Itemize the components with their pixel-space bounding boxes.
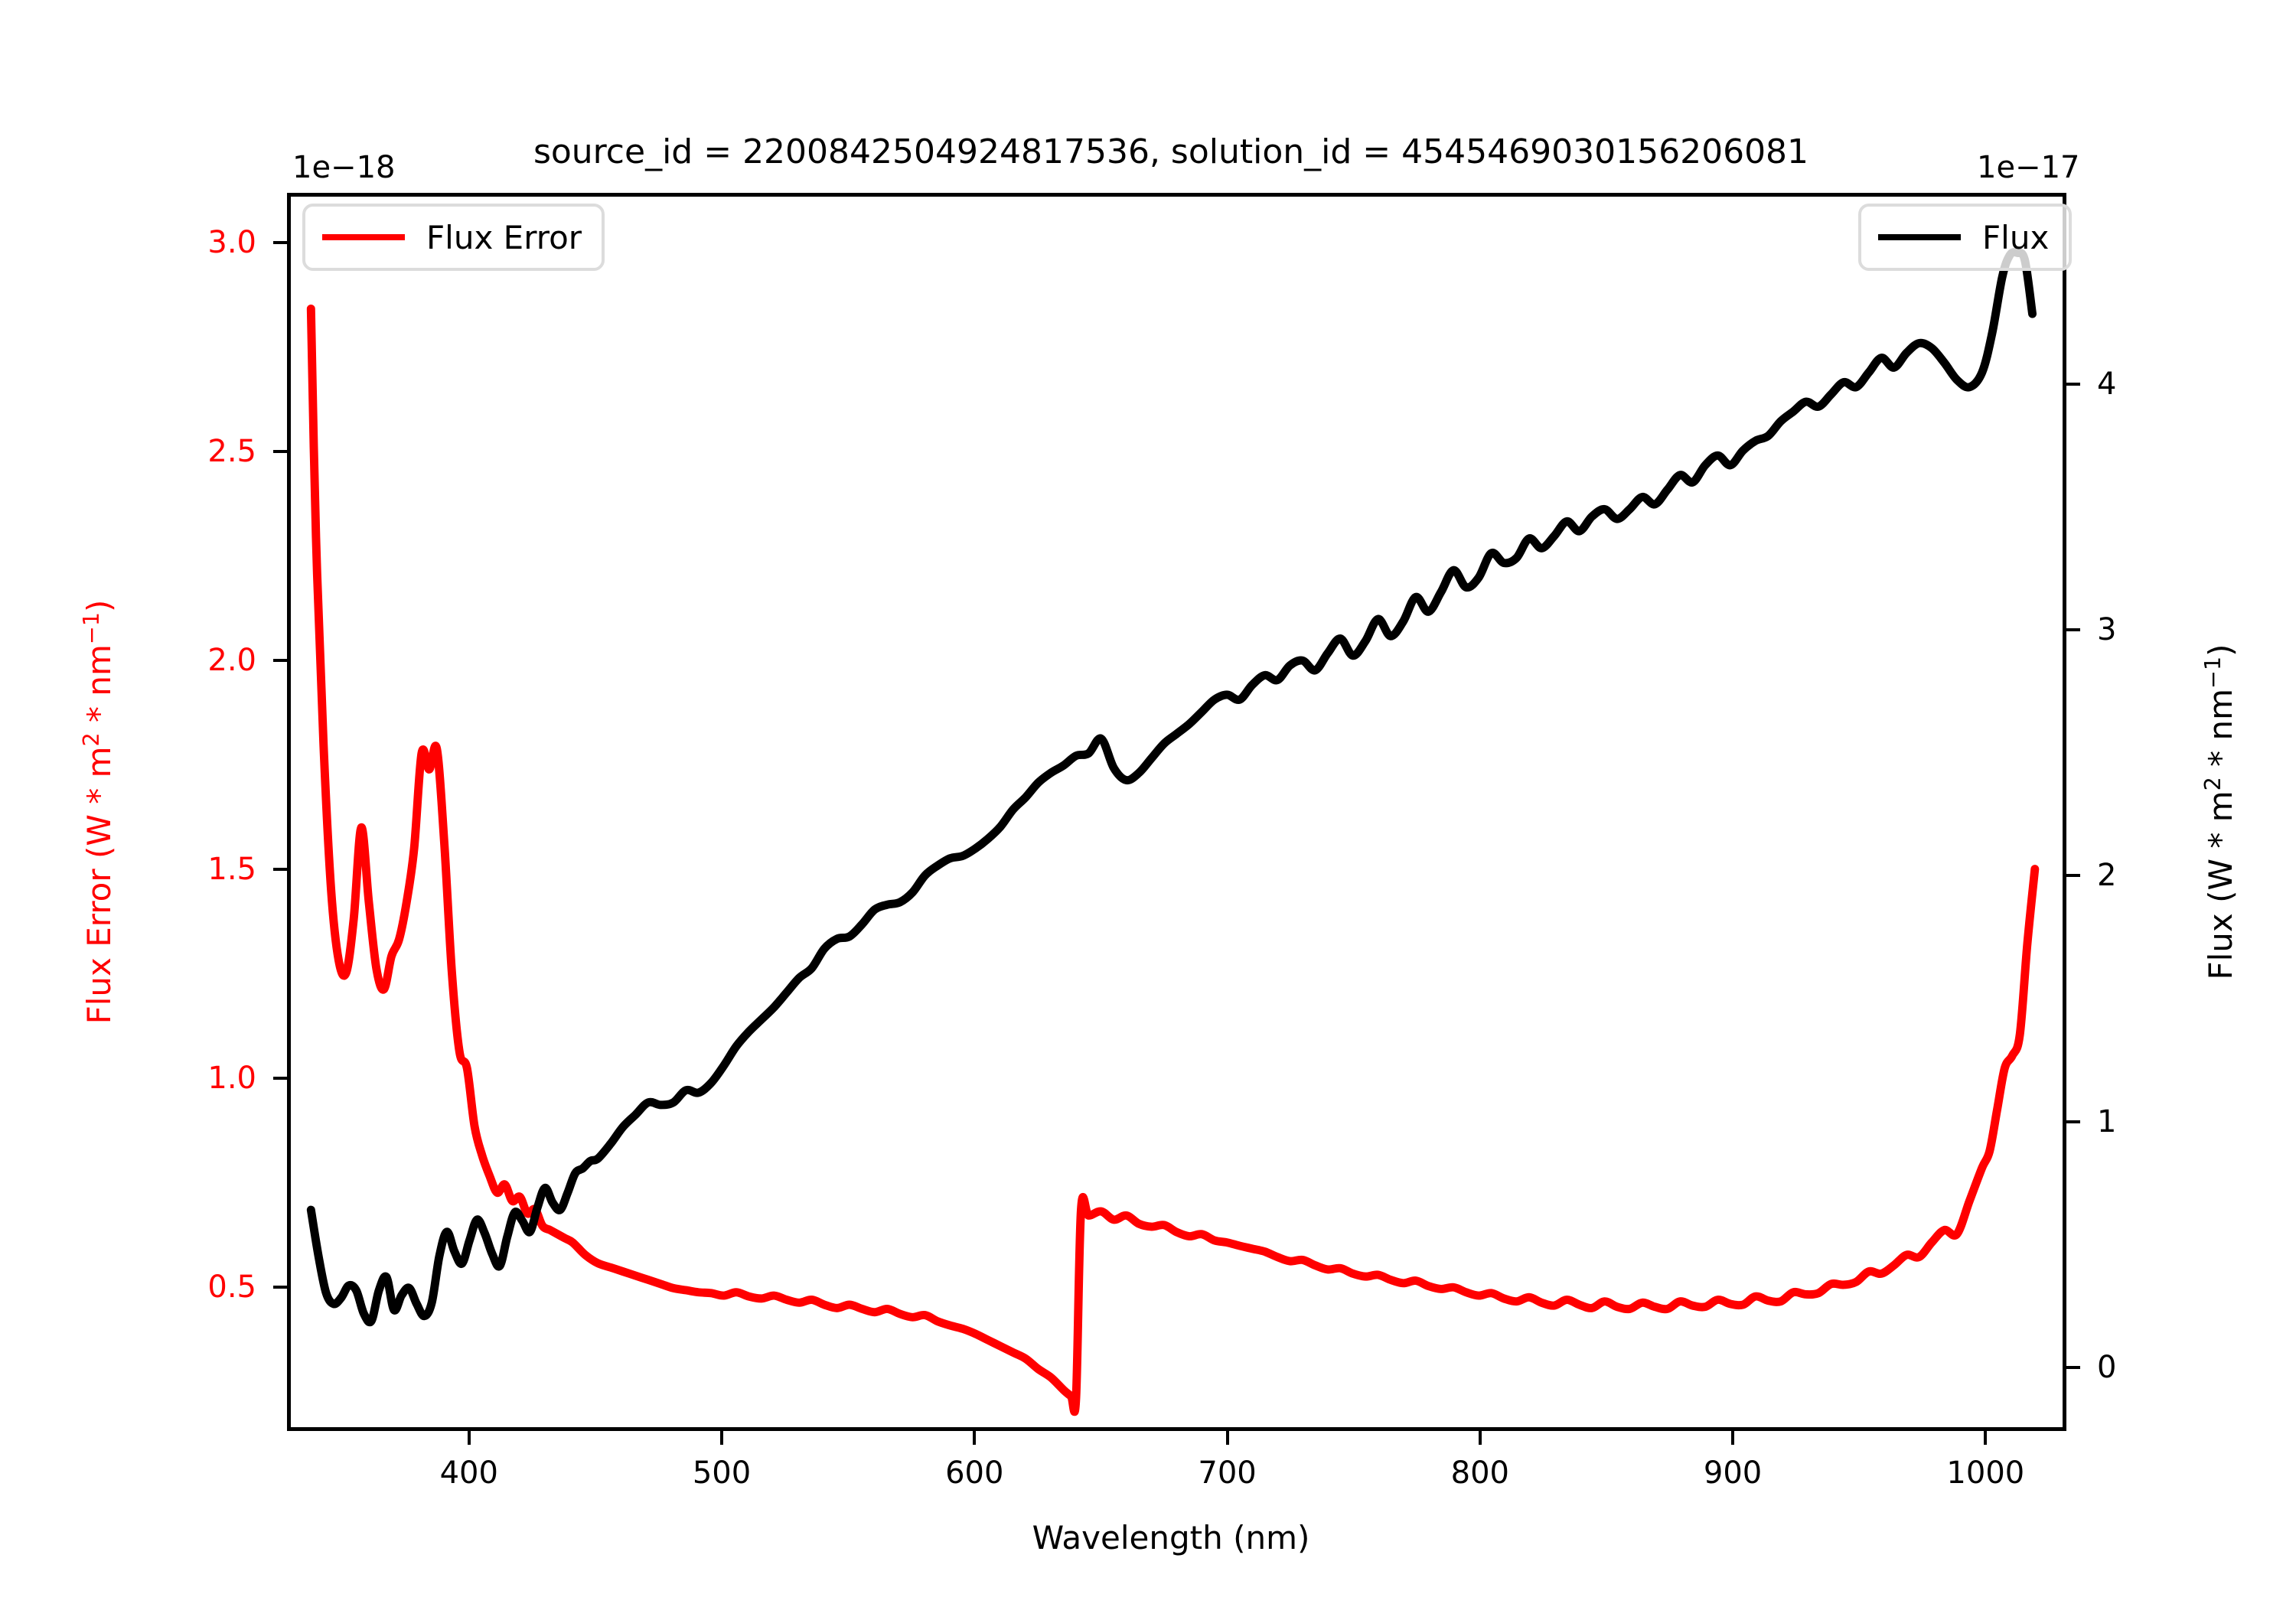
x-tick-label: 800	[1450, 1455, 1509, 1491]
left-y-tick-mark	[273, 1076, 287, 1080]
left-y-tick-label: 2.0	[207, 643, 256, 679]
left-y-tick-mark	[273, 450, 287, 454]
left-y-axis-label-sup2: −1	[78, 611, 104, 645]
right-y-axis-label-mid: * nm	[2202, 688, 2239, 777]
right-y-tick-label: 4	[2097, 367, 2117, 403]
right-y-axis-label-suffix: )	[2202, 644, 2239, 657]
x-axis-label: Wavelength (nm)	[1032, 1519, 1310, 1556]
legend-label-flux-error: Flux Error	[426, 218, 582, 256]
left-y-tick-label: 0.5	[207, 1269, 256, 1305]
left-y-axis-label-prefix: Flux Error (W * m	[80, 746, 118, 1025]
right-y-tick-label: 2	[2097, 858, 2117, 894]
right-y-axis-label-sup1: 2	[2200, 777, 2226, 791]
left-y-tick-mark	[273, 868, 287, 872]
left-y-tick-label: 1.5	[207, 852, 256, 888]
left-y-tick-label: 3.0	[207, 225, 256, 261]
left-axis-offset-label: 1e−18	[292, 150, 396, 185]
right-y-tick-mark	[2066, 1365, 2080, 1369]
x-tick-label: 500	[692, 1455, 752, 1491]
legend-line-icon-flux-error	[322, 234, 405, 240]
x-tick-mark	[1731, 1431, 1735, 1445]
left-y-tick-label: 1.0	[207, 1060, 256, 1096]
right-y-tick-label: 0	[2097, 1349, 2117, 1385]
x-tick-label: 900	[1703, 1455, 1763, 1491]
x-tick-mark	[1225, 1431, 1229, 1445]
right-y-tick-mark	[2066, 874, 2080, 878]
x-tick-mark	[720, 1431, 724, 1445]
right-y-axis-label-prefix: Flux (W * m	[2202, 790, 2239, 980]
left-y-axis-label-sup1: 2	[78, 732, 104, 747]
x-tick-mark	[1478, 1431, 1482, 1445]
right-y-tick-mark	[2066, 628, 2080, 632]
page-title: source_id = 2200842504924817536, solutio…	[533, 132, 1809, 171]
right-axis-offset-label: 1e−17	[1977, 150, 2080, 185]
right-y-tick-mark	[2066, 383, 2080, 386]
x-tick-mark	[973, 1431, 977, 1445]
legend-flux-error[interactable]: Flux Error	[302, 204, 605, 271]
x-tick-label: 400	[439, 1455, 498, 1491]
left-y-tick-mark	[273, 241, 287, 245]
right-y-axis-label-sup2: −1	[2200, 656, 2226, 689]
x-tick-label: 1000	[1946, 1455, 2025, 1491]
left-y-axis-label: Flux Error (W * m2 * nm−1)	[78, 600, 118, 1025]
flux-error-line	[306, 304, 2040, 1416]
right-y-axis-label: Flux (W * m2 * nm−1)	[2200, 644, 2239, 980]
left-y-tick-mark	[273, 1285, 287, 1289]
right-y-tick-mark	[2066, 1120, 2080, 1123]
x-tick-mark	[1984, 1431, 1988, 1445]
right-y-tick-label: 3	[2097, 612, 2117, 648]
x-tick-mark	[467, 1431, 471, 1445]
legend-label-flux: Flux	[1982, 218, 2050, 256]
plot-svg	[306, 248, 2040, 1416]
x-tick-label: 700	[1198, 1455, 1257, 1491]
legend-line-icon-flux	[1878, 234, 1961, 240]
right-y-tick-label: 1	[2097, 1103, 2117, 1139]
flux-line	[306, 248, 2037, 1327]
x-tick-label: 600	[945, 1455, 1004, 1491]
plot-area	[287, 193, 2066, 1431]
left-y-axis-label-suffix: )	[80, 599, 118, 612]
legend-flux[interactable]: Flux	[1858, 204, 2073, 271]
left-y-tick-mark	[273, 659, 287, 663]
left-y-tick-label: 2.5	[207, 434, 256, 470]
left-y-axis-label-mid: * nm	[80, 644, 118, 733]
